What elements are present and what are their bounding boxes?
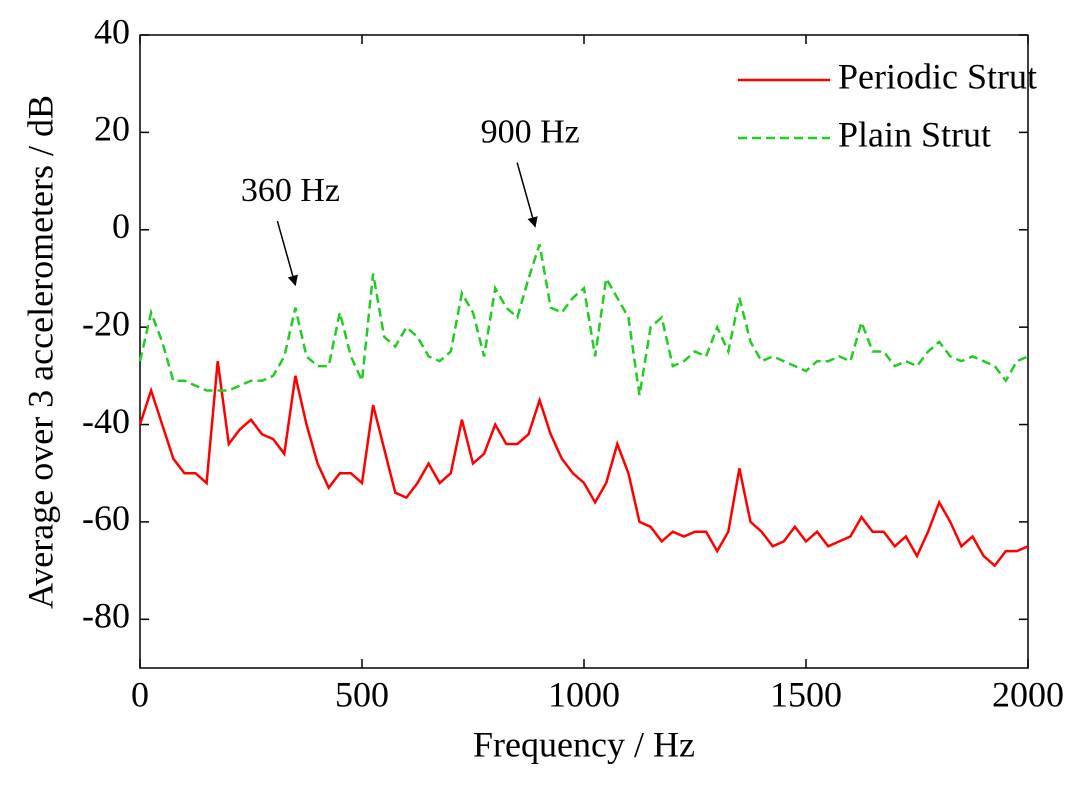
x-axis-label: Frequency / Hz (473, 724, 695, 764)
x-tick-label: 1500 (770, 674, 842, 714)
annotation-arrow (516, 162, 538, 228)
y-tick-label: -20 (82, 303, 130, 343)
y-tick-label: 20 (94, 109, 130, 149)
y-axis-label: Average over 3 accelerometers / dB (20, 95, 60, 609)
y-tick-label: -80 (82, 596, 130, 636)
y-tick-label: 40 (94, 11, 130, 51)
x-tick-label: 2000 (992, 674, 1064, 714)
data-line (138, 244, 1029, 396)
y-tick-label: -40 (82, 401, 130, 441)
x-tick-label: 0 (131, 674, 149, 714)
x-tick-label: 1000 (548, 674, 620, 714)
annotation-arrow (276, 220, 298, 287)
y-tick-label: -60 (82, 498, 130, 538)
x-tick-label: 500 (335, 674, 389, 714)
legend-label: Plain Strut (838, 114, 991, 154)
legend-label: Periodic Strut (838, 56, 1037, 96)
y-tick-label: 0 (112, 206, 130, 246)
annotation-text: 900 Hz (481, 113, 580, 150)
annotation-text: 360 Hz (241, 172, 340, 209)
data-line (138, 361, 1029, 568)
